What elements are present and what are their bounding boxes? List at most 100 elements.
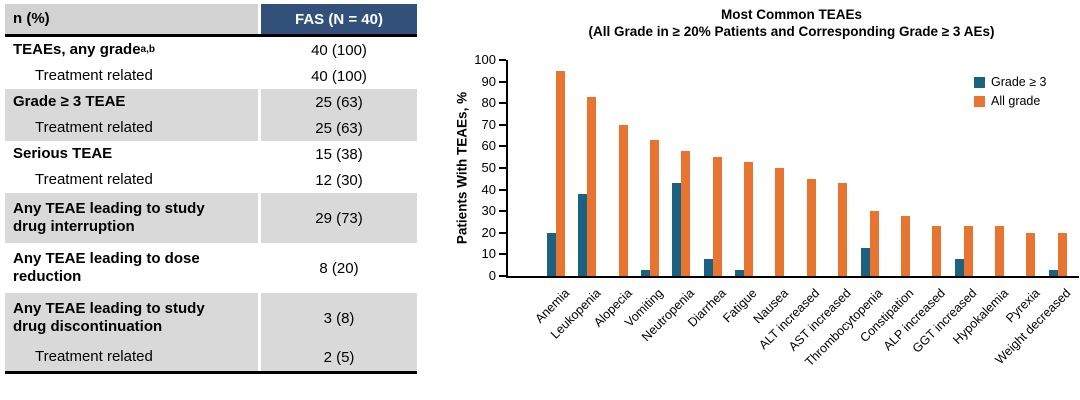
row-value: 12 (30) [315,171,363,189]
bar-all-grade-pyrexia [1026,232,1036,276]
column-divider [258,141,261,167]
y-tick-label: 70 [481,116,496,132]
column-divider [258,343,261,371]
legend-swatch-grade-3 [974,76,985,88]
y-tick-label: 80 [481,95,496,111]
chart-legend: Grade ≥ 3 All grade [974,75,1047,113]
bar-grade-3-weight-decreased [1048,269,1058,276]
column-divider [258,193,261,243]
y-tick-label: 10 [481,246,496,262]
teae-bar-chart: Most Common TEAEs (All Grade in ≥ 20% Pa… [435,0,1080,400]
y-tick-label: 100 [474,52,496,67]
column-divider [258,63,261,89]
y-tick-mark [499,253,506,256]
bar-all-grade-constipation [900,215,910,276]
legend-entry-grade-3: Grade ≥ 3 [974,75,1047,89]
bar-all-grade-alopecia [618,124,628,276]
y-tick-mark [499,231,506,234]
bar-all-grade-vomiting [650,139,660,276]
y-tick-mark [499,188,506,191]
y-tick-label: 40 [481,181,496,197]
bar-all-grade-weight-decreased [1057,232,1067,276]
bar-all-grade-ggt-increased [963,226,973,276]
row-value: 40 (100) [311,41,367,59]
bar-all-grade-alt-increased [806,178,816,276]
column-divider [258,167,261,193]
y-tick-mark [499,59,506,61]
bar-all-grade-alp-increased [932,226,942,276]
table-row: Serious TEAE 15 (38) [5,141,417,167]
table-header-fas: FAS (N = 40) [261,4,417,34]
bar-all-grade-diarrhea [712,157,722,276]
plot-area: Grade ≥ 3 All grade 0 10 20 30 40 50 60 70 80 90 10… [474,52,1079,369]
legend-entry-all-grade: All grade [974,94,1047,108]
header-rule [5,34,417,37]
chart-title: Most Common TEAEs [720,7,862,22]
y-tick-mark [499,167,506,169]
bar-all-grade-anemia [556,70,565,276]
y-tick-mark [499,210,506,213]
row-label: TEAEs, any grade a,b [13,41,155,59]
column-divider [258,293,261,343]
row-label: Treatment related [5,343,258,371]
bar-grade-3-vomiting [641,269,651,276]
teae-summary-table: n (%) FAS (N = 40) TEAEs, any grade a,b 40… [5,4,417,374]
row-label: Any TEAE leading to dose reduction [5,243,258,293]
table-row: Any TEAE leading to study drug interrupt… [5,193,417,243]
y-tick-mark [499,80,506,83]
legend-label: All grade [991,94,1041,108]
row-value: 40 (100) [311,67,367,85]
table-row: TEAEs, any grade a,b 40 (100) [5,37,417,63]
y-tick-label: 30 [481,203,496,219]
row-label: Treatment related [5,167,258,193]
table-row: Any TEAE leading to study drug discontin… [5,293,417,343]
column-divider [258,115,261,141]
row-value: 15 (38) [315,145,363,163]
row-label-text: Treatment related [35,348,153,366]
row-label: Any TEAE leading to study drug discontin… [5,293,258,343]
bar-all-grade-thrombocytopenia [869,211,879,276]
bar-grade-3-anemia [547,232,556,276]
row-label: Any TEAE leading to study drug interrupt… [5,193,258,243]
y-tick-label: 90 [481,73,496,89]
y-tick-mark [499,145,506,148]
bar-grade-3-thrombocytopenia [860,247,870,276]
row-label-text: Any TEAE leading to dose reduction [13,250,200,285]
row-label-text: Treatment related [35,119,153,137]
row-value: 25 (63) [261,89,417,115]
table-row: Treatment related 25 (63) [5,115,417,141]
table-bottom-rule [5,371,417,374]
y-tick-label: 0 [488,268,496,283]
row-label-text: TEAEs, any grade [13,41,141,59]
legend-label: Grade ≥ 3 [991,75,1047,89]
bar-all-grade-hypokalemia [994,226,1004,276]
row-value: 3 (8) [261,293,417,343]
bar-grade-3-fatigue [735,269,745,276]
table-row: Treatment related 2 (5) [5,343,417,371]
bar-all-grade-neutropenia [681,150,691,276]
table-row: Treatment related 12 (30) [5,167,417,193]
row-label: Serious TEAE [5,141,258,167]
bar-all-grade-fatigue [744,161,754,276]
bar-grade-3-ggt-increased [954,258,964,276]
table-row: Any TEAE leading to dose reduction 8 (20) [5,243,417,293]
bar-grade-3-neutropenia [672,183,682,276]
row-label-text: Any TEAE leading to study drug discontin… [13,300,205,335]
y-tick-mark [499,123,506,126]
row-label-text: Any TEAE leading to study drug interrupt… [13,200,205,235]
table-header-row: n (%) FAS (N = 40) [5,4,417,34]
row-label: Grade ≥ 3 TEAE [5,89,258,115]
row-label-text: Treatment related [35,171,153,189]
table-body: TEAEs, any grade a,b 40 (100) Treatment rel… [5,37,417,371]
row-label-text: Treatment related [35,67,153,85]
row-label-text: Grade ≥ 3 TEAE [13,93,126,111]
y-tick-label: 20 [481,224,496,240]
y-tick-mark [499,102,506,105]
table-row: Treatment related 40 (100) [5,63,417,89]
row-value: 25 (63) [261,115,417,141]
chart-subtitle: (All Grade in ≥ 20% Patients and Corresp… [588,24,995,39]
bar-all-grade-nausea [775,168,785,276]
column-divider [258,243,261,293]
table-header-n-pct: n (%) [5,4,258,34]
